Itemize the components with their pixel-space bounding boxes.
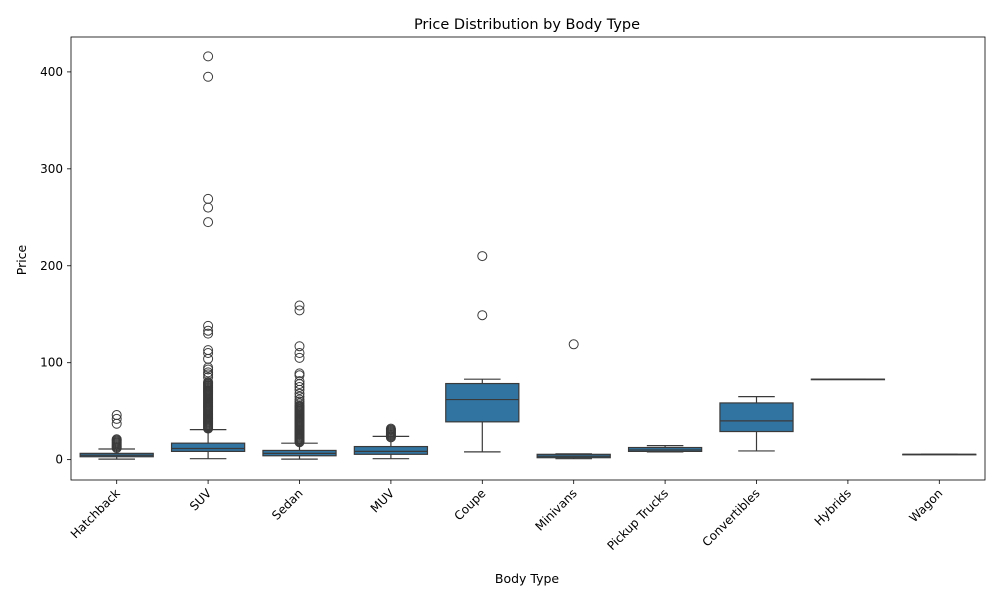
x-tick-label: Coupe bbox=[451, 486, 488, 523]
outlier-point bbox=[111, 434, 122, 445]
y-axis-label: Price bbox=[14, 244, 29, 275]
outlier-point bbox=[294, 368, 305, 379]
outlier-point bbox=[385, 423, 396, 434]
box-group bbox=[262, 300, 337, 460]
plot-frame bbox=[70, 36, 986, 481]
box-group bbox=[536, 339, 611, 460]
outlier-point bbox=[203, 377, 214, 388]
outlier-point bbox=[203, 51, 214, 62]
outlier-point bbox=[294, 305, 305, 316]
plot-area: 0 100 200 300 400 Hatchback SUV Sedan MUV Coupe Mi… bbox=[40, 36, 986, 553]
box-group bbox=[627, 444, 703, 453]
outlier-point bbox=[294, 388, 305, 399]
outlier-point bbox=[203, 325, 214, 336]
y-tick-label: 300 bbox=[40, 162, 63, 176]
outlier-point bbox=[203, 345, 214, 356]
box-group bbox=[719, 396, 794, 452]
outlier-point bbox=[294, 300, 305, 311]
box-iqr bbox=[445, 382, 520, 423]
x-tick-label: Minivans bbox=[532, 486, 579, 533]
y-tick-label: 100 bbox=[40, 356, 63, 370]
outlier-point bbox=[477, 310, 488, 321]
x-tick-label: Pickup Trucks bbox=[604, 486, 671, 553]
outlier-point bbox=[294, 341, 305, 352]
outlier-point bbox=[294, 348, 305, 359]
outlier-point bbox=[203, 202, 214, 213]
box-iqr bbox=[353, 445, 429, 455]
x-tick-label: Wagon bbox=[907, 486, 946, 525]
outlier-point bbox=[294, 376, 305, 387]
chart-title: Price Distribution by Body Type bbox=[414, 17, 640, 33]
outlier-point bbox=[294, 370, 305, 381]
box-group bbox=[170, 51, 246, 460]
box-group bbox=[79, 410, 154, 460]
y-tick-label: 400 bbox=[40, 65, 63, 79]
x-tick-label: Hatchback bbox=[68, 486, 123, 541]
x-tick-label: Convertibles bbox=[699, 486, 762, 549]
outlier-point bbox=[111, 410, 122, 421]
outlier-point bbox=[477, 251, 488, 262]
x-tick-label: Sedan bbox=[269, 486, 305, 522]
box-group bbox=[445, 251, 520, 453]
box-group bbox=[810, 378, 886, 381]
outlier-point bbox=[203, 372, 214, 383]
y-tick-label: 200 bbox=[40, 259, 63, 273]
outlier-point bbox=[203, 193, 214, 204]
outlier-point bbox=[203, 367, 214, 378]
outlier-point bbox=[203, 320, 214, 331]
box-group bbox=[902, 453, 977, 456]
x-tick-label: MUV bbox=[368, 486, 398, 516]
box-iqr bbox=[170, 442, 246, 453]
outlier-point bbox=[203, 328, 214, 339]
outlier-point bbox=[203, 71, 214, 82]
x-axis-label: Body Type bbox=[495, 571, 560, 586]
box-group bbox=[353, 423, 429, 460]
outlier-point bbox=[294, 394, 305, 405]
outlier-point bbox=[294, 391, 305, 402]
outlier-point bbox=[203, 217, 214, 228]
outlier-point bbox=[203, 348, 214, 359]
box-iqr bbox=[719, 402, 794, 433]
x-tick-label: Hybrids bbox=[812, 486, 854, 528]
x-tick-label: SUV bbox=[187, 486, 215, 514]
outlier-point bbox=[294, 381, 305, 392]
y-tick-label: 0 bbox=[55, 453, 63, 467]
outlier-point bbox=[111, 413, 122, 424]
outlier-point bbox=[294, 352, 305, 363]
outlier-point bbox=[568, 339, 579, 350]
